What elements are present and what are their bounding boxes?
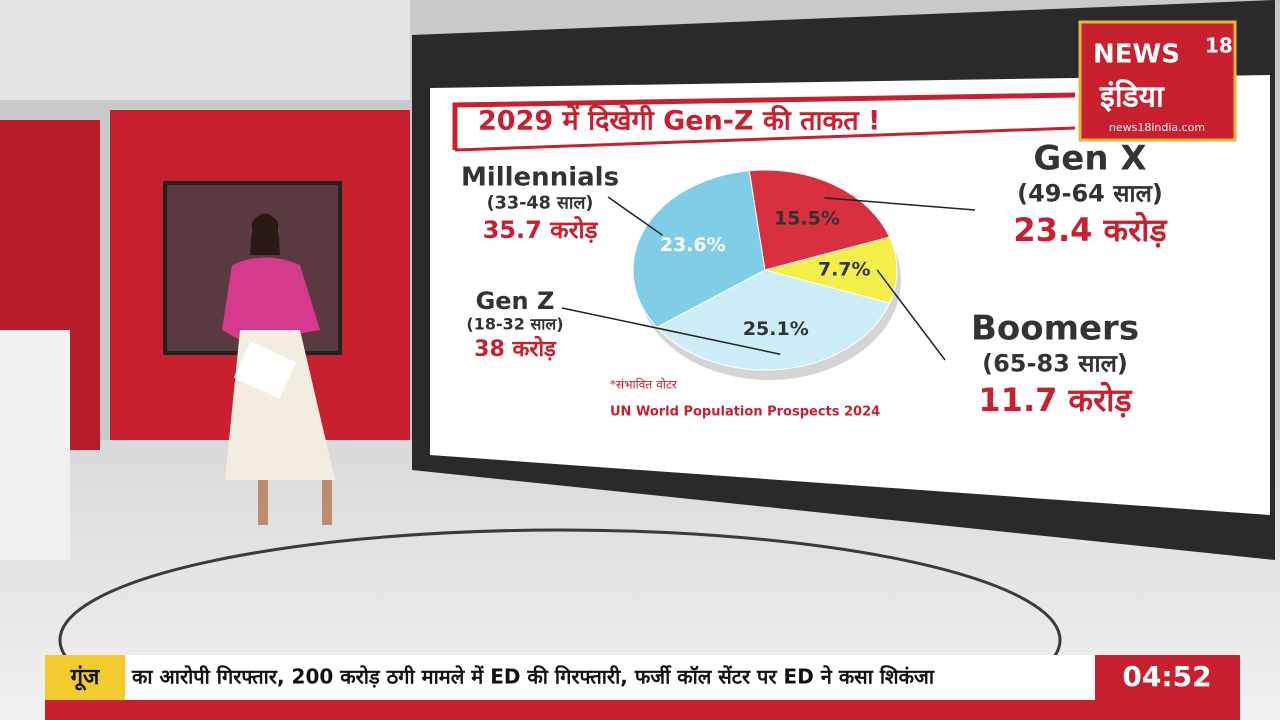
- pie-slice: [632, 170, 766, 328]
- ticker-text: का आरोपी गिरफ्तार, 200 करोड़ ठगी मामले म…: [131, 665, 935, 689]
- leg: [322, 480, 332, 525]
- callout-arrow: [607, 196, 663, 236]
- voter-count: 35.7 करोड़: [483, 216, 599, 244]
- voter-count: 11.7 करोड़: [978, 381, 1132, 419]
- slice-label: 23.6%: [660, 234, 726, 256]
- floor-ring: [58, 528, 1062, 720]
- hair: [250, 213, 280, 255]
- pie-slice: [656, 269, 891, 371]
- logo-box: [1078, 20, 1237, 142]
- slice-label: 25.1%: [743, 318, 809, 340]
- ceiling: [0, 0, 410, 100]
- ticker-tag: गूंज: [70, 665, 101, 691]
- voter-count: 23.4 करोड़: [1013, 211, 1167, 249]
- pie-chart: 23.6% Millennials(33-48 साल) 35.7 करोड़ 15.…: [461, 139, 1168, 420]
- pie-slice: [748, 169, 891, 271]
- callout-arrow: [876, 269, 946, 361]
- slice-label: 7.7%: [818, 259, 871, 281]
- logo-name: इंडिया: [1099, 79, 1165, 115]
- chart-title: 2029 में दिखेगी Gen-Z की ताकत !: [478, 105, 880, 137]
- callout-arrow: [561, 307, 781, 355]
- blouse: [222, 257, 320, 340]
- footnote: *संभावित वोटर: [610, 378, 678, 392]
- pie-slice: [763, 236, 898, 304]
- slice-label: 15.5%: [774, 208, 840, 230]
- source: UN World Population Prospects 2024: [610, 405, 880, 420]
- title-frame: [452, 92, 1076, 150]
- age-range: (18-32 साल): [466, 315, 563, 334]
- papers: [233, 341, 297, 399]
- clock: 04:52: [1122, 660, 1211, 693]
- presenter: [222, 213, 335, 525]
- voter-count: 38 करोड़: [474, 335, 557, 362]
- category-label: Millennials: [461, 163, 619, 193]
- category-label: Gen Z: [476, 287, 555, 315]
- ticker-bar: [45, 655, 1240, 700]
- callout-arrow: [824, 197, 976, 211]
- logo-number: 18: [1205, 34, 1233, 58]
- desk: [0, 330, 70, 560]
- logo-brand: NEWS: [1093, 40, 1180, 70]
- clock-box: [1095, 655, 1240, 700]
- age-range: (49-64 साल): [1017, 180, 1163, 208]
- ticker-bottom: [45, 700, 1240, 720]
- ticker-tag-box: [45, 655, 125, 700]
- logo-url: news18india.com: [1109, 121, 1205, 134]
- category-label: Boomers: [971, 309, 1139, 349]
- category-label: Gen X: [1033, 139, 1146, 179]
- age-range: (65-83 साल): [982, 350, 1128, 378]
- title-underline: [454, 126, 1076, 152]
- age-range: (33-48 साल): [487, 193, 594, 213]
- leg: [258, 480, 268, 525]
